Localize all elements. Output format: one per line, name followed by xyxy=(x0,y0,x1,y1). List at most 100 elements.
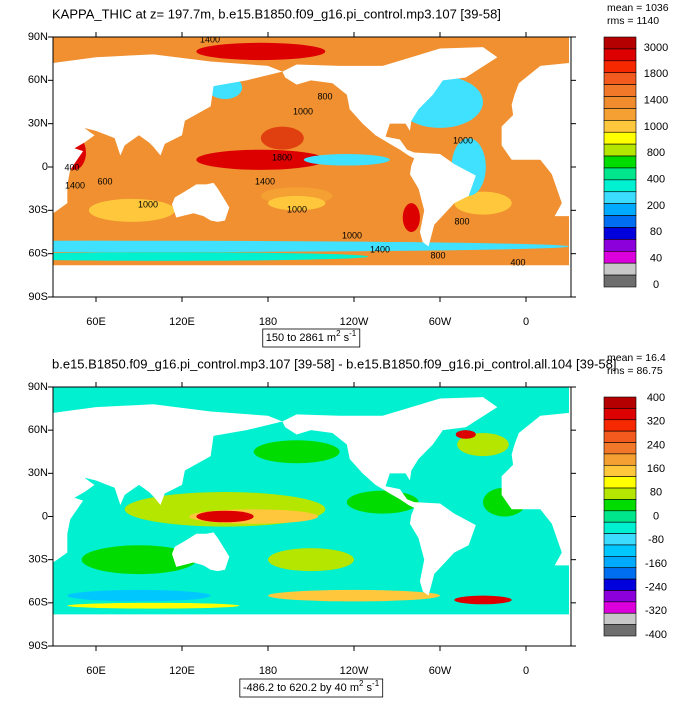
colorbar-box xyxy=(603,544,637,557)
lon-label: 0 xyxy=(523,665,529,677)
colorbar-box xyxy=(603,453,637,466)
land xyxy=(282,47,498,247)
lat-label: 30S xyxy=(28,554,48,566)
field-patch xyxy=(268,195,326,211)
colorbar-box xyxy=(603,48,637,62)
contour-label: 400 xyxy=(64,162,79,172)
colorbar-label: -320 xyxy=(645,605,667,617)
contour-label: 1400 xyxy=(200,34,220,44)
colorbar-label: 320 xyxy=(647,416,665,428)
colorbar-box xyxy=(603,590,637,603)
colorbar-box xyxy=(603,567,637,580)
lat-label: 60N xyxy=(28,74,48,86)
lon-label: 180 xyxy=(259,665,277,677)
lat-label: 60N xyxy=(28,424,48,436)
colorbar-box xyxy=(603,203,637,216)
land xyxy=(53,404,283,563)
map-field: 1400 1000 800 1800 1400 1000 1000 1400 400 1400 60… xyxy=(53,34,569,297)
land xyxy=(53,54,283,214)
field-patch xyxy=(196,510,254,523)
colorbar-box xyxy=(603,476,637,489)
colorbar-label: 800 xyxy=(647,147,665,159)
colorbar-box xyxy=(603,612,637,625)
field-patch xyxy=(268,589,440,602)
contour-label: 800 xyxy=(430,250,445,260)
lon-label: 0 xyxy=(523,316,529,328)
lon-label: 60E xyxy=(86,316,106,328)
lat-label: 60S xyxy=(28,248,48,260)
colorbar-box xyxy=(603,601,637,614)
contour-label: 1000 xyxy=(138,199,158,209)
land xyxy=(53,265,569,297)
colorbar-box xyxy=(603,36,637,50)
contour-label: 1000 xyxy=(453,135,473,145)
lat-label: 90S xyxy=(28,291,48,303)
colorbar-label: 160 xyxy=(647,463,665,475)
field-patch xyxy=(67,602,240,609)
colorbar-box xyxy=(603,430,637,443)
colorbar-box xyxy=(603,262,637,276)
contour-label: 1400 xyxy=(255,176,275,186)
colorbar-label: 80 xyxy=(650,487,662,499)
field-patch xyxy=(253,440,340,464)
field-patch xyxy=(454,595,512,605)
field-patch xyxy=(88,198,175,222)
colorbar-label: 0 xyxy=(653,279,659,291)
colorbar-box xyxy=(603,499,637,512)
contour-label: 1000 xyxy=(342,230,362,240)
lon-label: 60W xyxy=(429,665,452,677)
colorbar-box xyxy=(603,108,637,121)
colorbar-box xyxy=(603,510,637,523)
field-patch xyxy=(260,126,304,150)
colorbar-label: 40 xyxy=(650,253,662,265)
lat-label: 30N xyxy=(28,467,48,479)
colorbar-box xyxy=(603,179,637,193)
range-sup: -1 xyxy=(349,329,357,338)
range-text: 150 to 2861 m xyxy=(266,332,336,344)
colorbar-box xyxy=(603,408,637,421)
lat-label: 0 xyxy=(42,161,48,173)
panel-stat: mean = 16.4 xyxy=(607,352,666,364)
range-text: -486.2 to 620.2 by 40 m xyxy=(243,682,359,694)
colorbar-label: -160 xyxy=(645,558,667,570)
lat-label: 90N xyxy=(28,31,48,43)
field-patch xyxy=(457,433,509,457)
colorbar-label: 400 xyxy=(647,392,665,404)
range-sup: -1 xyxy=(372,679,380,688)
colorbar-box xyxy=(603,120,637,133)
colorbar-box xyxy=(603,60,637,74)
field-patch xyxy=(455,430,476,439)
panel-stat: rms = 1140 xyxy=(607,15,659,27)
colorbar-label: 0 xyxy=(653,510,659,522)
lon-label: 120W xyxy=(340,665,369,677)
colorbar-box xyxy=(603,96,637,109)
colorbar-box xyxy=(603,556,637,569)
contour-label: 1800 xyxy=(272,152,292,162)
contour-label: 1000 xyxy=(287,204,307,214)
contour-label: 1400 xyxy=(65,180,85,190)
colorbar-box xyxy=(603,578,637,591)
colorbar-box xyxy=(603,84,637,97)
colorbar-label: -80 xyxy=(648,534,664,546)
field-patch xyxy=(67,589,211,602)
lat-label: 90S xyxy=(28,640,48,652)
contour-label: 400 xyxy=(510,257,525,267)
map-field xyxy=(53,387,569,646)
colorbar-box xyxy=(603,72,637,85)
colorbar-box xyxy=(603,442,637,455)
colorbar-label: 1400 xyxy=(644,95,668,107)
colorbar-box xyxy=(603,274,637,288)
colorbar-label: 200 xyxy=(647,200,665,212)
colorbar-box xyxy=(603,131,637,145)
panel-title: KAPPA_THIC at z= 197.7m, b.e15.B1850.f09… xyxy=(52,6,501,21)
contour-label: 800 xyxy=(454,216,469,226)
lat-label: 30N xyxy=(28,118,48,130)
colorbar-label: 80 xyxy=(650,226,662,238)
field-patch xyxy=(196,149,326,170)
lon-label: 120W xyxy=(340,316,369,328)
map-panel: b.e15.B1850.f09_g16.pi_control.mp3.107 [… xyxy=(28,352,667,698)
colorbar-label: 1800 xyxy=(644,68,668,80)
colorbar-label: 3000 xyxy=(644,42,668,54)
range-text: s xyxy=(341,332,350,344)
